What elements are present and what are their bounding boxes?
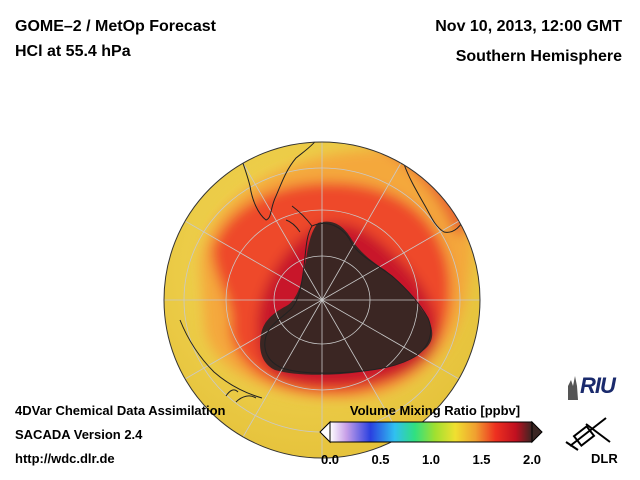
riu-logo: RIU xyxy=(580,373,616,398)
antarctic-peninsula-coastline xyxy=(285,205,313,233)
colorbar-tick-label: 0.0 xyxy=(320,452,340,467)
website-link[interactable]: http://wdc.dlr.de xyxy=(15,451,115,466)
dlr-logo-icon xyxy=(565,417,611,451)
colorbar-under-arrow xyxy=(319,420,331,444)
species-level-label: HCl at 55.4 hPa xyxy=(15,43,131,60)
colorbar xyxy=(319,420,543,444)
colorbar-tick-label: 0.5 xyxy=(371,452,390,467)
colorbar-gradient xyxy=(329,421,533,443)
legend-title: Volume Mixing Ratio [ppbv] xyxy=(349,403,521,418)
assimilation-label: 4DVar Chemical Data Assimilation xyxy=(15,403,226,418)
australia-coastline xyxy=(179,319,263,399)
colorbar-tick-label: 1.0 xyxy=(421,452,441,467)
version-label: SACADA Version 2.4 xyxy=(15,427,143,442)
region-label: Southern Hemisphere xyxy=(455,48,622,65)
antarctica-coastline xyxy=(264,222,432,374)
new-zealand-coastline xyxy=(225,389,257,403)
colorbar-tick-label: 2.0 xyxy=(522,452,542,467)
product-title: GOME–2 / MetOp Forecast xyxy=(15,18,216,35)
colorbar-tick-label: 1.5 xyxy=(472,452,491,467)
dlr-logo: DLR xyxy=(591,451,618,466)
riu-logo-icon xyxy=(568,376,578,400)
polar-vortex-core xyxy=(260,221,433,375)
datetime-label: Nov 10, 2013, 12:00 GMT xyxy=(435,18,622,35)
colorbar-over-arrow xyxy=(531,420,543,444)
